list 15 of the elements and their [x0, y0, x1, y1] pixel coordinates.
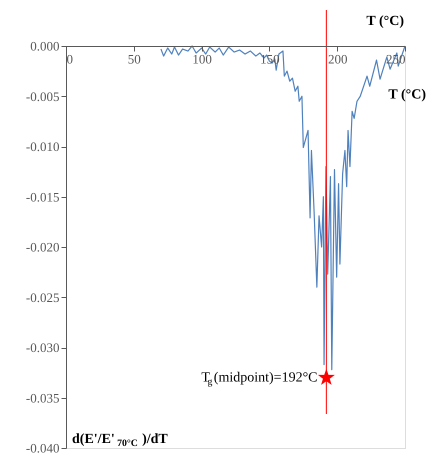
x-tick-label: 100 — [192, 52, 212, 66]
y-tick-label: -0.015 — [26, 189, 60, 204]
x2-axis-title: T (°C) — [366, 14, 404, 30]
x-tick-label: 50 — [128, 52, 141, 66]
y-tick-label: -0.040 — [26, 440, 60, 456]
y-tick-label: -0.030 — [26, 340, 60, 355]
x-axis-title: T (°C) — [388, 88, 426, 103]
y-tick-label: 0.000 — [30, 38, 60, 54]
y-tick-label: -0.005 — [26, 88, 60, 104]
y-tick-label: -0.010 — [26, 139, 60, 154]
x-tick-label: 0 — [66, 52, 73, 66]
y-tick-label: -0.025 — [26, 290, 60, 305]
x-tick-label: 200 — [328, 52, 348, 66]
y-tick-label: -0.020 — [26, 240, 60, 254]
y-tick-label: -0.035 — [26, 390, 60, 406]
